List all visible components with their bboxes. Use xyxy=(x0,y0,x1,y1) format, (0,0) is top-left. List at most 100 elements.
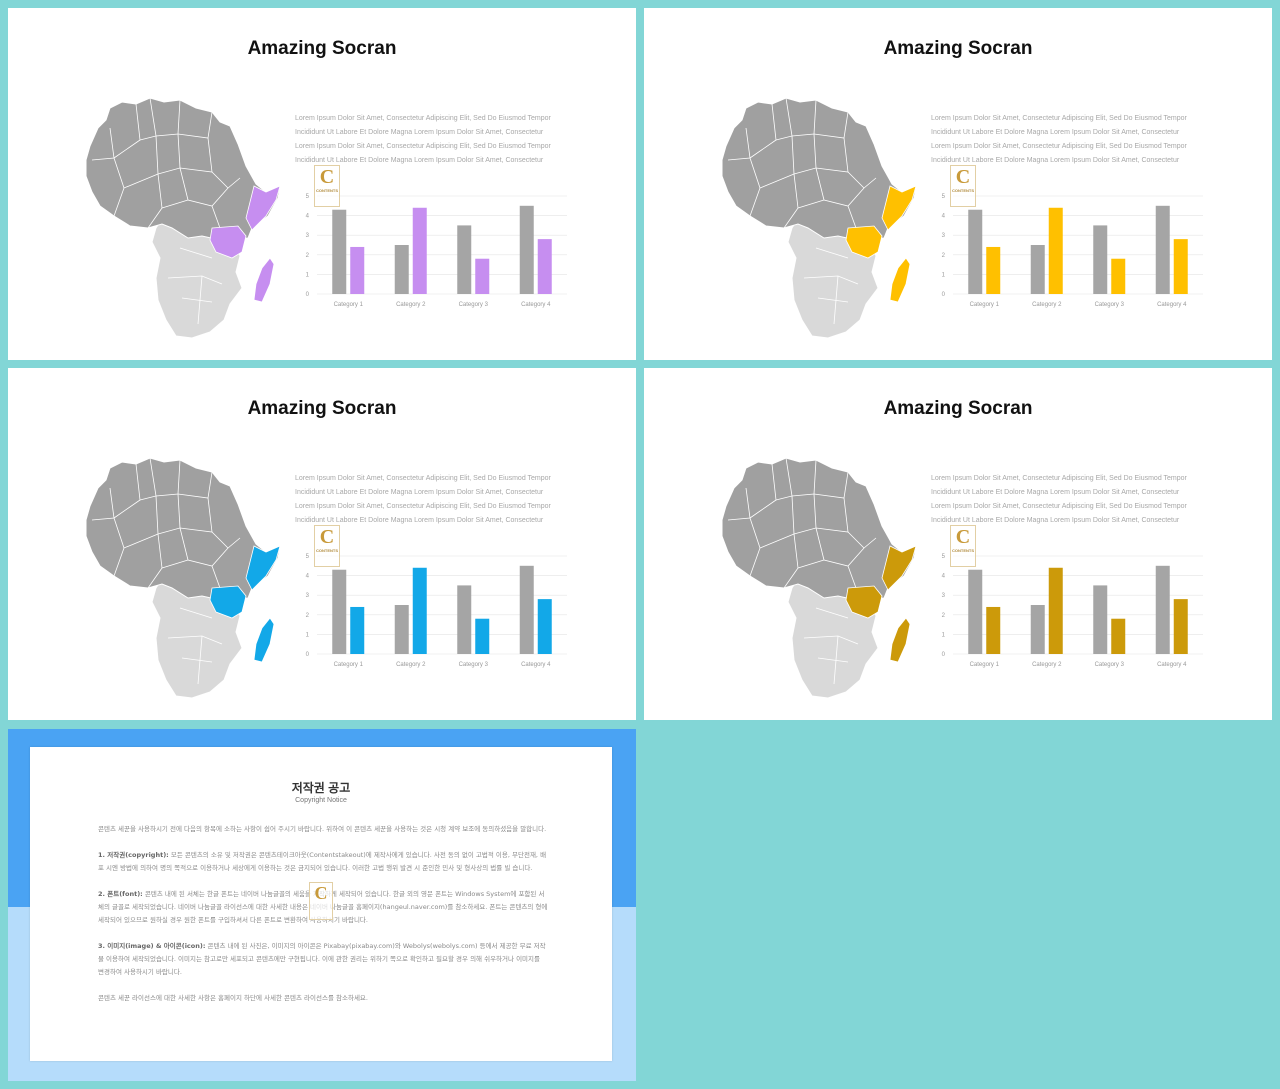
x-tick-label: Category 4 xyxy=(1157,302,1187,308)
x-tick-label: Category 2 xyxy=(1032,302,1062,308)
bar-series2 xyxy=(350,246,365,294)
copyright-p3: 콘텐츠 내에 된 사진은, 이미지의 아이콘은 Pixabay(pixabay.… xyxy=(98,942,546,976)
map-border xyxy=(815,247,849,259)
bar-series2 xyxy=(350,606,365,654)
bar-series1 xyxy=(519,205,534,294)
y-tick-label: 1 xyxy=(942,272,946,278)
bar-series2 xyxy=(537,239,552,294)
map-border xyxy=(179,247,213,259)
map-border xyxy=(113,547,125,577)
copyright-subtitle: Copyright Notice xyxy=(295,797,347,804)
y-tick-label: 0 xyxy=(306,652,310,658)
bar-series1 xyxy=(394,605,409,654)
body-line: Lorem Ipsum Dolor Sit Amet, Consectetur … xyxy=(295,475,551,482)
y-tick-label: 5 xyxy=(942,554,946,560)
copyright-p2-heading: 2. 폰트(font): xyxy=(98,890,143,898)
map-highlight-east xyxy=(209,225,247,259)
map-border xyxy=(797,199,825,209)
x-tick-label: Category 1 xyxy=(970,302,1000,308)
slide-1: Amazing Socran Lorem Ipsum Dolor Sit Amet… xyxy=(8,8,636,360)
x-tick-label: Category 3 xyxy=(459,662,489,668)
y-tick-label: 1 xyxy=(306,632,310,638)
copyright-slide: 저작권 공고 Copyright Notice 콘텐츠 세꾼을 사용하시기 전에… xyxy=(8,729,636,1081)
watermark-logo: C CONTENTS xyxy=(314,165,340,207)
map-border xyxy=(749,547,761,577)
x-tick-label: Category 1 xyxy=(334,662,364,668)
y-tick-label: 3 xyxy=(306,233,310,239)
map-border xyxy=(181,657,213,663)
y-tick-label: 2 xyxy=(942,253,946,259)
y-tick-label: 5 xyxy=(306,554,310,560)
x-tick-label: Category 1 xyxy=(334,302,364,308)
y-tick-label: 5 xyxy=(306,194,310,200)
bar-series1 xyxy=(332,209,347,294)
y-tick-label: 3 xyxy=(306,593,310,599)
x-tick-label: Category 1 xyxy=(970,662,1000,668)
map-highlight-horn xyxy=(881,185,917,231)
bar-series2 xyxy=(986,246,1001,294)
africa-map xyxy=(85,97,281,338)
x-tick-label: Category 2 xyxy=(396,662,426,668)
map-highlight-madagascar xyxy=(889,257,911,303)
map-border xyxy=(211,565,221,589)
map-border xyxy=(181,297,213,303)
bar-series2 xyxy=(1048,207,1063,294)
bar-series2 xyxy=(1048,567,1063,654)
x-tick-label: Category 4 xyxy=(1157,662,1187,668)
y-tick-label: 4 xyxy=(942,214,946,220)
y-tick-label: 1 xyxy=(306,272,310,278)
x-tick-label: Category 3 xyxy=(1095,302,1125,308)
bar-series1 xyxy=(457,225,472,294)
y-tick-label: 0 xyxy=(942,652,946,658)
y-tick-label: 0 xyxy=(306,292,310,298)
bar-chart: 0 1 2 3 4 5 Category 1 Category 2 Category 3 Cate… xyxy=(306,194,567,308)
body-line: Incididunt Ut Labore Et Dolore Magna Lor… xyxy=(931,129,1180,136)
copyright-intro: 콘텐츠 세꾼을 사용하시기 전에 다음의 항목에 소하는 사항이 쉽어 주시기 … xyxy=(98,825,547,833)
map-border xyxy=(847,565,857,589)
map-border xyxy=(815,527,865,567)
copyright-p1-heading: 1. 저작권(copyright): xyxy=(98,851,169,859)
bar-series2 xyxy=(1111,618,1126,654)
map-region-north xyxy=(721,457,917,601)
map-border xyxy=(179,607,213,619)
x-tick-label: Category 4 xyxy=(521,662,551,668)
y-tick-label: 4 xyxy=(306,574,310,580)
y-tick-label: 4 xyxy=(306,214,310,220)
bar-series2 xyxy=(537,599,552,654)
map-highlight-east xyxy=(845,585,883,619)
body-line: Lorem Ipsum Dolor Sit Amet, Consectetur … xyxy=(931,475,1187,482)
bar-series1 xyxy=(1030,605,1045,654)
map-border xyxy=(161,199,189,209)
map-border xyxy=(847,205,857,229)
bar-series2 xyxy=(1173,599,1188,654)
map-highlight-east xyxy=(845,225,883,259)
map-border xyxy=(815,167,865,207)
slide-title: Amazing Socran xyxy=(883,398,1033,419)
y-tick-label: 0 xyxy=(942,292,946,298)
body-line: Incididunt Ut Labore Et Dolore Magna Lor… xyxy=(931,157,1180,164)
body-text: Lorem Ipsum Dolor Sit Amet, Consectetur … xyxy=(295,472,570,528)
copyright-outro: 콘텐츠 세꾼 라이선스에 대한 사세한 사항은 홈페이지 하단에 사세한 콘텐츠… xyxy=(98,994,368,1002)
y-tick-label: 3 xyxy=(942,593,946,599)
map-border xyxy=(197,275,203,325)
bar-series2 xyxy=(412,207,427,294)
africa-map xyxy=(721,97,917,338)
map-border xyxy=(833,635,839,685)
slide-title: Amazing Socran xyxy=(247,398,397,419)
body-line: Incididunt Ut Labore Et Dolore Magna Lor… xyxy=(295,489,544,496)
bar-series1 xyxy=(968,569,983,654)
body-line: Lorem Ipsum Dolor Sit Amet, Consectetur … xyxy=(931,503,1187,510)
x-tick-label: Category 3 xyxy=(1095,662,1125,668)
bar-series1 xyxy=(1093,225,1108,294)
map-border xyxy=(815,607,849,619)
map-border xyxy=(113,187,125,217)
body-line: Incididunt Ut Labore Et Dolore Magna Lor… xyxy=(931,489,1180,496)
map-border xyxy=(211,205,221,229)
africa-map xyxy=(721,457,917,698)
bar-series1 xyxy=(332,569,347,654)
slide-3: Amazing Socran Lorem Ipsum Dolor Sit Amet… xyxy=(8,368,636,720)
map-region-north xyxy=(85,457,281,601)
x-tick-label: Category 2 xyxy=(1032,662,1062,668)
x-tick-label: Category 2 xyxy=(396,302,426,308)
bar-series1 xyxy=(394,245,409,294)
